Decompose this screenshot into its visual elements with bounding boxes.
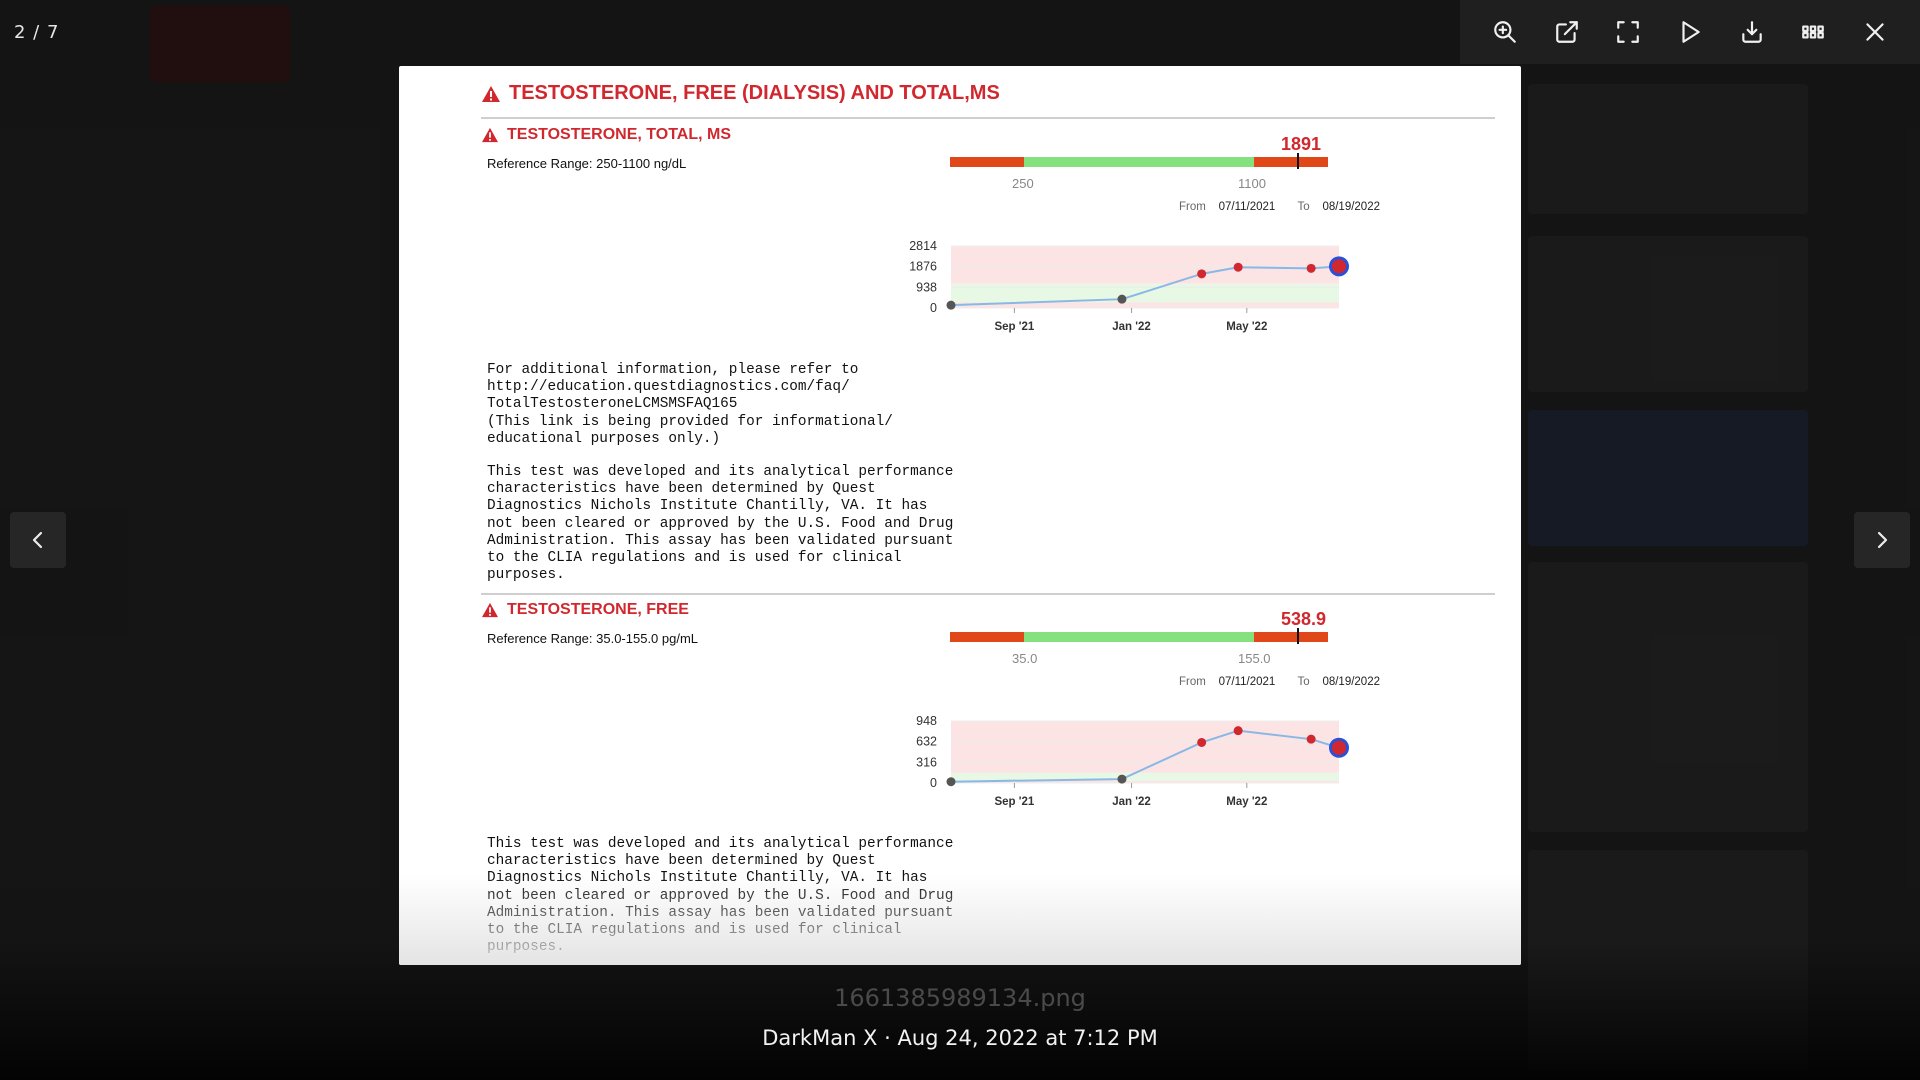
y-tick-label: 632	[916, 735, 937, 749]
low-range-band	[951, 302, 1339, 308]
high-range-band	[951, 246, 1339, 284]
x-tick-label: Sep '21	[994, 796, 1034, 808]
range-low-label: 35.0	[1012, 651, 1038, 666]
reference-range: Reference Range: 35.0-155.0 pg/mL	[487, 631, 699, 646]
series-line	[950, 729, 1340, 783]
fullscreen-icon	[1617, 21, 1640, 43]
value-marker	[1297, 628, 1299, 644]
close-button[interactable]	[1855, 12, 1895, 52]
current-value: 538.9	[1281, 609, 1327, 629]
range-high-label: 1100	[1238, 176, 1266, 191]
zoom-in-icon	[1494, 21, 1516, 43]
data-point	[946, 300, 956, 310]
test-title-total: TESTOSTERONE, TOTAL, MS	[481, 126, 731, 144]
value-marker	[1297, 153, 1299, 169]
range-low-label: 250	[1012, 176, 1034, 191]
slideshow-play-button[interactable]	[1670, 12, 1710, 52]
x-tick-label: Jan '22	[1112, 321, 1151, 333]
data-point	[1306, 263, 1316, 273]
x-tick-label: May '22	[1226, 321, 1267, 333]
data-point	[1117, 774, 1127, 784]
data-point	[1233, 262, 1243, 272]
open-external-button[interactable]	[1547, 12, 1587, 52]
data-point	[1197, 737, 1207, 747]
latest-data-point	[1332, 259, 1346, 274]
zoom-in-button[interactable]	[1485, 12, 1525, 52]
y-tick-label: 2814	[909, 239, 937, 253]
download-button[interactable]	[1732, 12, 1772, 52]
y-tick-label: 316	[916, 755, 937, 769]
data-point	[1306, 734, 1316, 744]
divider	[481, 593, 1495, 595]
x-tick-label: May '22	[1226, 796, 1267, 808]
divider	[481, 117, 1495, 119]
image-counter: 2 / 7	[14, 22, 60, 43]
data-point	[1117, 294, 1127, 304]
y-tick-label: 938	[916, 280, 937, 294]
latest-data-point	[1332, 740, 1346, 755]
disclaimer-note: This test was developed and its analytic…	[487, 464, 954, 584]
image-filename: 1661385989134.png	[834, 984, 1086, 1012]
close-icon	[1866, 23, 1884, 41]
report-main-title: TESTOSTERONE, FREE (DIALYSIS) AND TOTAL,…	[481, 82, 1000, 105]
warning-icon	[482, 127, 498, 143]
fullscreen-button[interactable]	[1608, 12, 1648, 52]
data-point	[946, 777, 956, 787]
data-point	[1197, 269, 1207, 279]
date-range: From 07/11/2021 To 08/19/2022	[1179, 201, 1380, 213]
warning-icon	[482, 602, 498, 618]
x-tick-label: Jan '22	[1112, 796, 1151, 808]
y-tick-label: 0	[930, 776, 937, 790]
trend-chart-total: 2814 1876 938 0 Sep '21 Jan '22 May '22	[909, 239, 1349, 333]
grid-icon	[1802, 25, 1825, 39]
normal-range-band	[951, 772, 1339, 781]
low-range-band	[951, 780, 1339, 783]
warning-icon	[482, 85, 500, 102]
viewer-toolbar	[1460, 0, 1920, 64]
reference-range: Reference Range: 250-1100 ng/dL	[487, 156, 687, 171]
chevron-right-icon	[1877, 531, 1888, 549]
download-icon	[1741, 21, 1762, 43]
data-point	[1233, 726, 1243, 736]
series-line	[950, 265, 1340, 307]
x-tick-label: Sep '21	[994, 321, 1034, 333]
play-icon	[1682, 21, 1700, 43]
next-image-button[interactable]	[1854, 512, 1910, 568]
lab-report-image: TESTOSTERONE, FREE (DIALYSIS) AND TOTAL,…	[399, 66, 1521, 965]
range-bar	[950, 153, 1328, 169]
range-high-label: 155.0	[1238, 651, 1271, 666]
thumbnails-button[interactable]	[1793, 12, 1833, 52]
high-range-band	[951, 721, 1339, 773]
range-normal-segment	[1024, 157, 1254, 167]
current-value: 1891	[1281, 134, 1322, 154]
normal-range-band	[951, 283, 1339, 303]
range-low-segment	[950, 157, 1024, 167]
info-note: For additional information, please refer…	[487, 362, 893, 447]
open-external-icon	[1555, 21, 1578, 43]
previous-image-button[interactable]	[10, 512, 66, 568]
range-bar	[950, 628, 1328, 644]
range-high-segment	[1254, 157, 1328, 167]
trend-chart-free: 948 632 316 0 Sep '21 Jan '22 May '22	[916, 714, 1349, 808]
range-low-segment	[950, 632, 1024, 642]
image-caption: DarkMan X · Aug 24, 2022 at 7:12 PM	[762, 1026, 1158, 1050]
test-title-free: TESTOSTERONE, FREE	[481, 601, 689, 619]
range-high-segment	[1254, 632, 1328, 642]
y-tick-label: 1876	[909, 260, 937, 274]
y-tick-label: 0	[930, 301, 937, 315]
date-range: From 07/11/2021 To 08/19/2022	[1179, 676, 1380, 688]
range-normal-segment	[1024, 632, 1254, 642]
y-tick-label: 948	[916, 714, 937, 728]
disclaimer-note: This test was developed and its analytic…	[487, 836, 954, 956]
chevron-left-icon	[32, 531, 43, 549]
